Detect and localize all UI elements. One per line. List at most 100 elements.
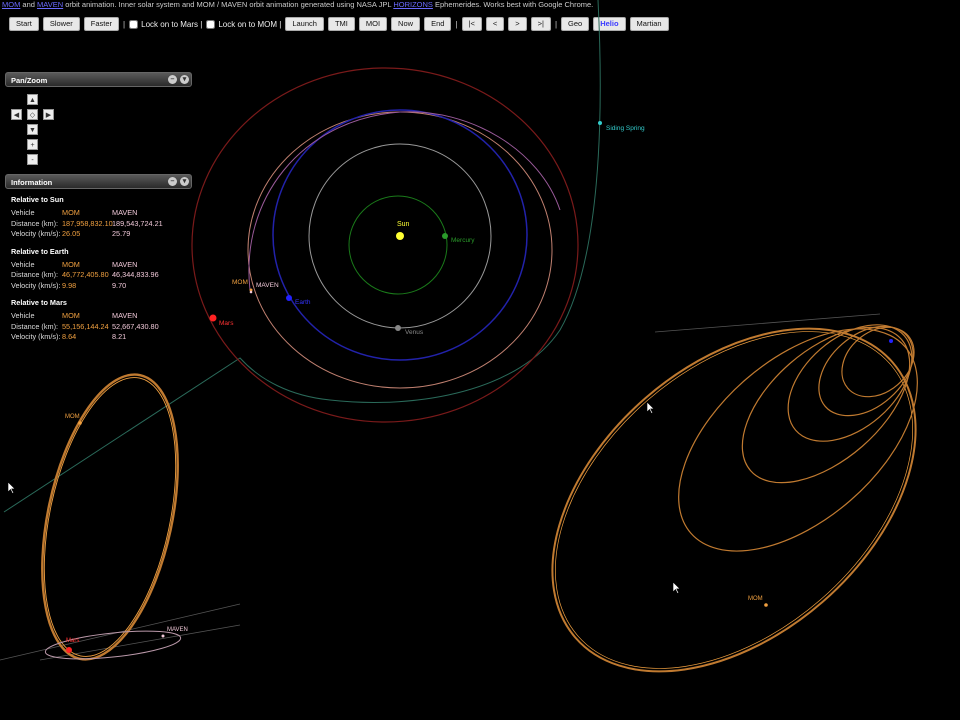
lock-mom-toggle[interactable]: Lock on to MOM | bbox=[206, 19, 281, 29]
pan-center-button[interactable]: ◇ bbox=[27, 109, 38, 120]
mom-column-label: MOM bbox=[62, 259, 80, 269]
pan-left-button[interactable]: ◀ bbox=[11, 109, 22, 120]
launch-button[interactable]: Launch bbox=[285, 17, 324, 31]
vehicle-label: Vehicle bbox=[11, 208, 35, 217]
velocity-label: Velocity (km/s): bbox=[11, 332, 61, 341]
helio-button[interactable]: Helio bbox=[593, 17, 626, 31]
sun-heading: Relative to Sun bbox=[11, 195, 64, 204]
slower-button[interactable]: Slower bbox=[42, 17, 80, 31]
earth-label: Earth bbox=[295, 299, 311, 306]
info-collapse-icon[interactable]: ▾ bbox=[180, 177, 189, 186]
pan-right-button[interactable]: ▶ bbox=[43, 109, 54, 120]
mars-heading: Relative to Mars bbox=[11, 298, 67, 307]
mars-orbit bbox=[191, 67, 579, 423]
vehicle-label: Vehicle bbox=[11, 311, 35, 320]
sun-maven-velocity: 25.79 bbox=[112, 229, 131, 238]
mom-marker[interactable] bbox=[249, 288, 253, 292]
header-text-1: orbit animation. Inner solar system and … bbox=[63, 0, 394, 9]
info-minimize-icon[interactable]: – bbox=[168, 177, 177, 186]
mercury-label: Mercury bbox=[451, 237, 475, 244]
end-button[interactable]: End bbox=[424, 17, 452, 31]
earth-distance-row: Distance (km): 46,772,405.80 46,344,833.… bbox=[11, 270, 172, 281]
cursor-icon-2 bbox=[672, 581, 681, 594]
mercury-orbit bbox=[348, 195, 448, 295]
pan-up-button[interactable]: ▲ bbox=[27, 94, 38, 105]
inset-mom-marker[interactable] bbox=[78, 421, 82, 425]
venus-label: Venus bbox=[405, 329, 424, 336]
panzoom-title: Pan/Zoom bbox=[11, 76, 48, 85]
mars-mom-distance: 55,156,144.24 bbox=[62, 321, 109, 331]
faster-button[interactable]: Faster bbox=[83, 17, 120, 31]
sun-distance-row: Distance (km): 187,958,832.10 189,543,72… bbox=[11, 219, 172, 230]
zoom-out-button[interactable]: - bbox=[27, 154, 38, 165]
sun-mom-velocity: 26.05 bbox=[62, 229, 81, 238]
header-description: MOM and MAVEN orbit animation. Inner sol… bbox=[2, 0, 593, 9]
pan-down-button[interactable]: ▼ bbox=[27, 124, 38, 135]
mom-earth-orbits bbox=[551, 324, 918, 673]
sun-marker[interactable] bbox=[396, 232, 404, 240]
next-frame-button[interactable]: > bbox=[508, 17, 527, 31]
prev-frame-button[interactable]: < bbox=[485, 17, 505, 31]
mercury-marker[interactable] bbox=[442, 233, 448, 239]
header-text-2: Ephemerides. Works best with Google Chro… bbox=[432, 0, 594, 9]
maven-mars-orbit-inset bbox=[44, 630, 182, 660]
panzoom-collapse-icon[interactable]: ▾ bbox=[180, 75, 189, 84]
start-button[interactable]: Start bbox=[9, 17, 39, 31]
lock-mars-toggle[interactable]: Lock on to Mars | bbox=[129, 19, 203, 29]
geo-mom-marker[interactable] bbox=[764, 603, 768, 607]
mars-label: Mars bbox=[219, 320, 234, 327]
lock-mom-checkbox[interactable] bbox=[206, 19, 216, 29]
velocity-label: Velocity (km/s): bbox=[11, 280, 61, 290]
toolbar-separator: | bbox=[123, 19, 126, 29]
moi-button[interactable]: MOI bbox=[358, 17, 388, 31]
mars-velocity-row: Velocity (km/s): 8.64 8.21 bbox=[11, 332, 172, 343]
horizons-link[interactable]: HORIZONS bbox=[393, 0, 433, 9]
last-frame-button[interactable]: >| bbox=[530, 17, 551, 31]
earth-mom-velocity: 9.98 bbox=[62, 280, 77, 290]
info-panel: Relative to Sun Vehicle MOM MAVEN Distan… bbox=[11, 195, 172, 343]
maven-column-label: MAVEN bbox=[112, 259, 138, 269]
earth-marker[interactable] bbox=[286, 295, 292, 301]
first-frame-button[interactable]: |< bbox=[461, 17, 482, 31]
cursor-icon-3 bbox=[7, 481, 16, 494]
maven-transfer-orbit bbox=[247, 111, 553, 389]
geo-earth-marker[interactable] bbox=[889, 339, 893, 343]
siding-spring-trajectory bbox=[3, 0, 601, 513]
panzoom-minimize-icon[interactable]: – bbox=[168, 75, 177, 84]
earth-maven-distance: 46,344,833.96 bbox=[112, 270, 159, 279]
inset-maven-marker[interactable] bbox=[161, 634, 165, 638]
maven-label: MAVEN bbox=[256, 282, 279, 289]
siding-spring-marker[interactable] bbox=[598, 121, 602, 125]
header-and: and bbox=[20, 0, 38, 9]
velocity-label: Velocity (km/s): bbox=[11, 229, 61, 238]
info-panel-header[interactable]: Information – ▾ bbox=[5, 174, 192, 189]
distance-label: Distance (km): bbox=[11, 270, 59, 279]
inset-maven-label: MAVEN bbox=[167, 627, 188, 633]
lock-mars-label: Lock on to Mars | bbox=[141, 19, 203, 29]
earth-vehicle-row: Vehicle MOM MAVEN bbox=[11, 260, 172, 271]
panzoom-panel-header[interactable]: Pan/Zoom – ▾ bbox=[5, 72, 192, 87]
mom-link[interactable]: MOM bbox=[2, 0, 21, 9]
mom-column-label: MOM bbox=[62, 311, 80, 320]
earth-maven-velocity: 9.70 bbox=[112, 280, 127, 290]
maven-marker[interactable] bbox=[249, 290, 253, 294]
earth-heading: Relative to Earth bbox=[11, 246, 69, 256]
mars-marker[interactable] bbox=[209, 314, 217, 322]
toolbar-separator-3: | bbox=[554, 19, 558, 29]
inset-mars-marker[interactable] bbox=[66, 647, 72, 653]
mars-vehicle-row: Vehicle MOM MAVEN bbox=[11, 311, 172, 322]
vehicle-label: Vehicle bbox=[11, 259, 35, 269]
maven-link[interactable]: MAVEN bbox=[37, 0, 64, 9]
venus-marker[interactable] bbox=[395, 325, 401, 331]
martian-button[interactable]: Martian bbox=[629, 17, 669, 31]
mom-column-label: MOM bbox=[62, 208, 80, 217]
siding-spring-label: Siding Spring bbox=[606, 125, 645, 132]
tmi-button[interactable]: TMI bbox=[327, 17, 355, 31]
inset-mars-label: Mars bbox=[66, 638, 79, 644]
geo-button[interactable]: Geo bbox=[561, 17, 590, 31]
lock-mars-checkbox[interactable] bbox=[129, 19, 139, 29]
maven-column-label: MAVEN bbox=[112, 311, 138, 320]
zoom-in-button[interactable]: + bbox=[27, 139, 38, 150]
now-button[interactable]: Now bbox=[391, 17, 421, 31]
